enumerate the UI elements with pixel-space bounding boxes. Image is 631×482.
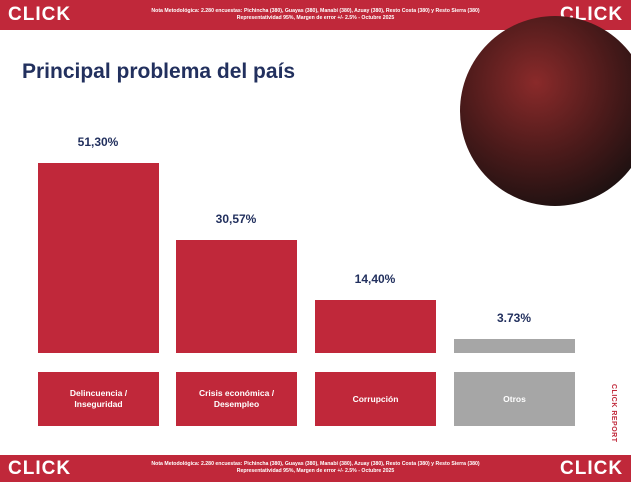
value-label: 51,30% — [77, 135, 119, 149]
note: Nota Metodológica: 2.280 encuestas: Pich… — [110, 8, 521, 22]
side-label: CLICK REPORT — [610, 384, 617, 443]
category-label: Otros — [454, 372, 575, 426]
value-label: 3.73% — [496, 311, 532, 326]
category-label: Corrupción — [315, 372, 436, 426]
header-band: CLICK Nota Metodológica: 2.280 encuestas… — [0, 0, 631, 30]
bar — [38, 163, 159, 353]
logo: CLICK — [560, 458, 624, 479]
note-line: Representatividad 95%, Margen de error +… — [236, 15, 395, 21]
photo — [460, 16, 631, 206]
category-label: Crisis económica / Desempleo — [176, 372, 297, 426]
bar — [176, 239, 297, 353]
footer-band: CLICK Nota Metodológica: 2.280 encuestas… — [0, 455, 631, 482]
value-label: 30,57% — [215, 211, 257, 226]
note-line: Representatividad 95%, Margen de error +… — [236, 468, 395, 474]
category-label: Delincuencia / Inseguridad — [38, 372, 159, 426]
value-label: 14,40% — [354, 271, 396, 286]
note-line: Nota Metodológica: 2.280 encuestas: Pich… — [151, 461, 480, 467]
chart-title: Principal problema del país — [22, 60, 296, 83]
logo: CLICK — [8, 4, 72, 25]
note: Nota Metodológica: 2.280 encuestas: Pich… — [110, 461, 521, 475]
bar — [315, 299, 436, 353]
logo: CLICK — [8, 458, 72, 479]
bar — [454, 339, 575, 353]
note-line: Nota Metodológica: 2.280 encuestas: Pich… — [151, 8, 480, 14]
